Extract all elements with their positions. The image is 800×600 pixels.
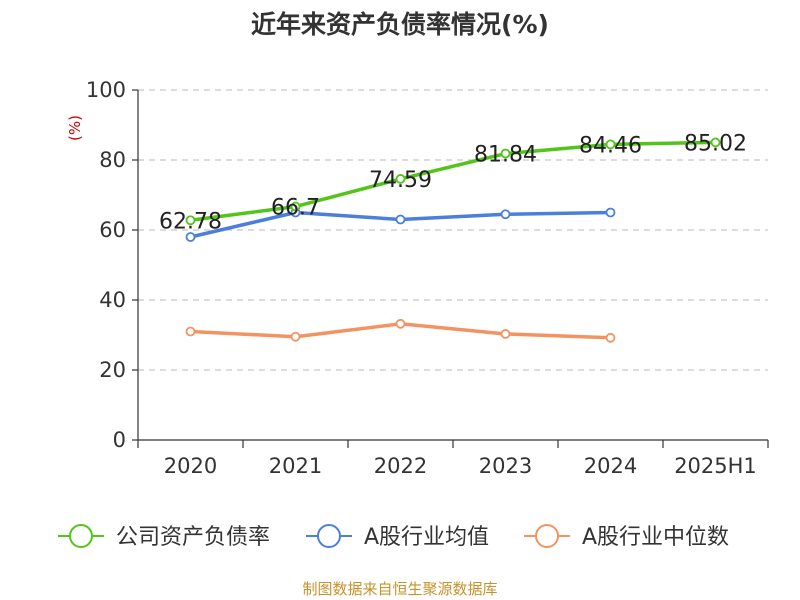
- data-point: [290, 201, 301, 212]
- legend: 公司资产负债率 A股行业均值 A股行业中位数: [58, 524, 729, 550]
- data-label: 81.84: [474, 143, 537, 168]
- data-label: 85.02: [684, 131, 747, 156]
- data-point: [395, 318, 406, 329]
- x-tick-label: 2020: [164, 454, 217, 478]
- data-point: [395, 214, 406, 225]
- y-tick-label: 20: [99, 358, 126, 382]
- data-point: [185, 232, 196, 242]
- y-tick-label: 0: [113, 428, 126, 452]
- x-tick-label: 2024: [584, 454, 637, 478]
- data-point: [605, 332, 616, 343]
- y-tick-label: 100: [86, 78, 126, 102]
- y-axis-label: (%): [66, 115, 84, 141]
- series-layer: [185, 137, 721, 343]
- x-tick-label: 2021: [269, 454, 322, 478]
- legend-label: 公司资产负债率: [116, 525, 270, 550]
- x-tick-label: 2025H1: [674, 454, 757, 478]
- data-point: [500, 329, 511, 339]
- data-label: 62.78: [159, 209, 222, 234]
- grid-lines: [138, 89, 768, 371]
- data-label: 74.59: [369, 168, 432, 193]
- legend-swatch-marker: [317, 524, 341, 548]
- data-label: 66.7: [271, 196, 320, 221]
- y-tick-label: 60: [99, 218, 126, 242]
- source-note: 制图数据来自恒生聚源数据库: [302, 580, 497, 598]
- data-point: [290, 331, 301, 342]
- y-tick-label: 80: [99, 148, 126, 172]
- data-point: [605, 139, 616, 150]
- data-label: 84.46: [579, 133, 642, 158]
- legend-label: A股行业中位数: [582, 525, 729, 550]
- data-point: [395, 174, 406, 184]
- axes: 0 20 40 60 80 100 2020 2021 2022 2023 2024 2025H1: [86, 78, 769, 478]
- data-point: [605, 207, 616, 218]
- data-point: [185, 326, 196, 337]
- legend-swatch-marker: [69, 524, 93, 548]
- data-labels-layer: 62.78 66.7 74.59 81.84 84.46 85.02: [159, 131, 747, 234]
- data-point: [500, 209, 511, 220]
- legend-swatch-marker: [535, 524, 559, 548]
- y-tick-label: 40: [99, 288, 126, 312]
- x-tick-label: 2023: [479, 454, 532, 478]
- data-point: [500, 148, 511, 159]
- legend-label: A股行业均值: [364, 525, 489, 550]
- data-point: [185, 215, 196, 226]
- series-line: [190, 140, 716, 223]
- x-tick-label: 2022: [374, 454, 427, 478]
- chart-title: 近年来资产负债率情况(%): [251, 10, 549, 39]
- data-point: [710, 137, 721, 148]
